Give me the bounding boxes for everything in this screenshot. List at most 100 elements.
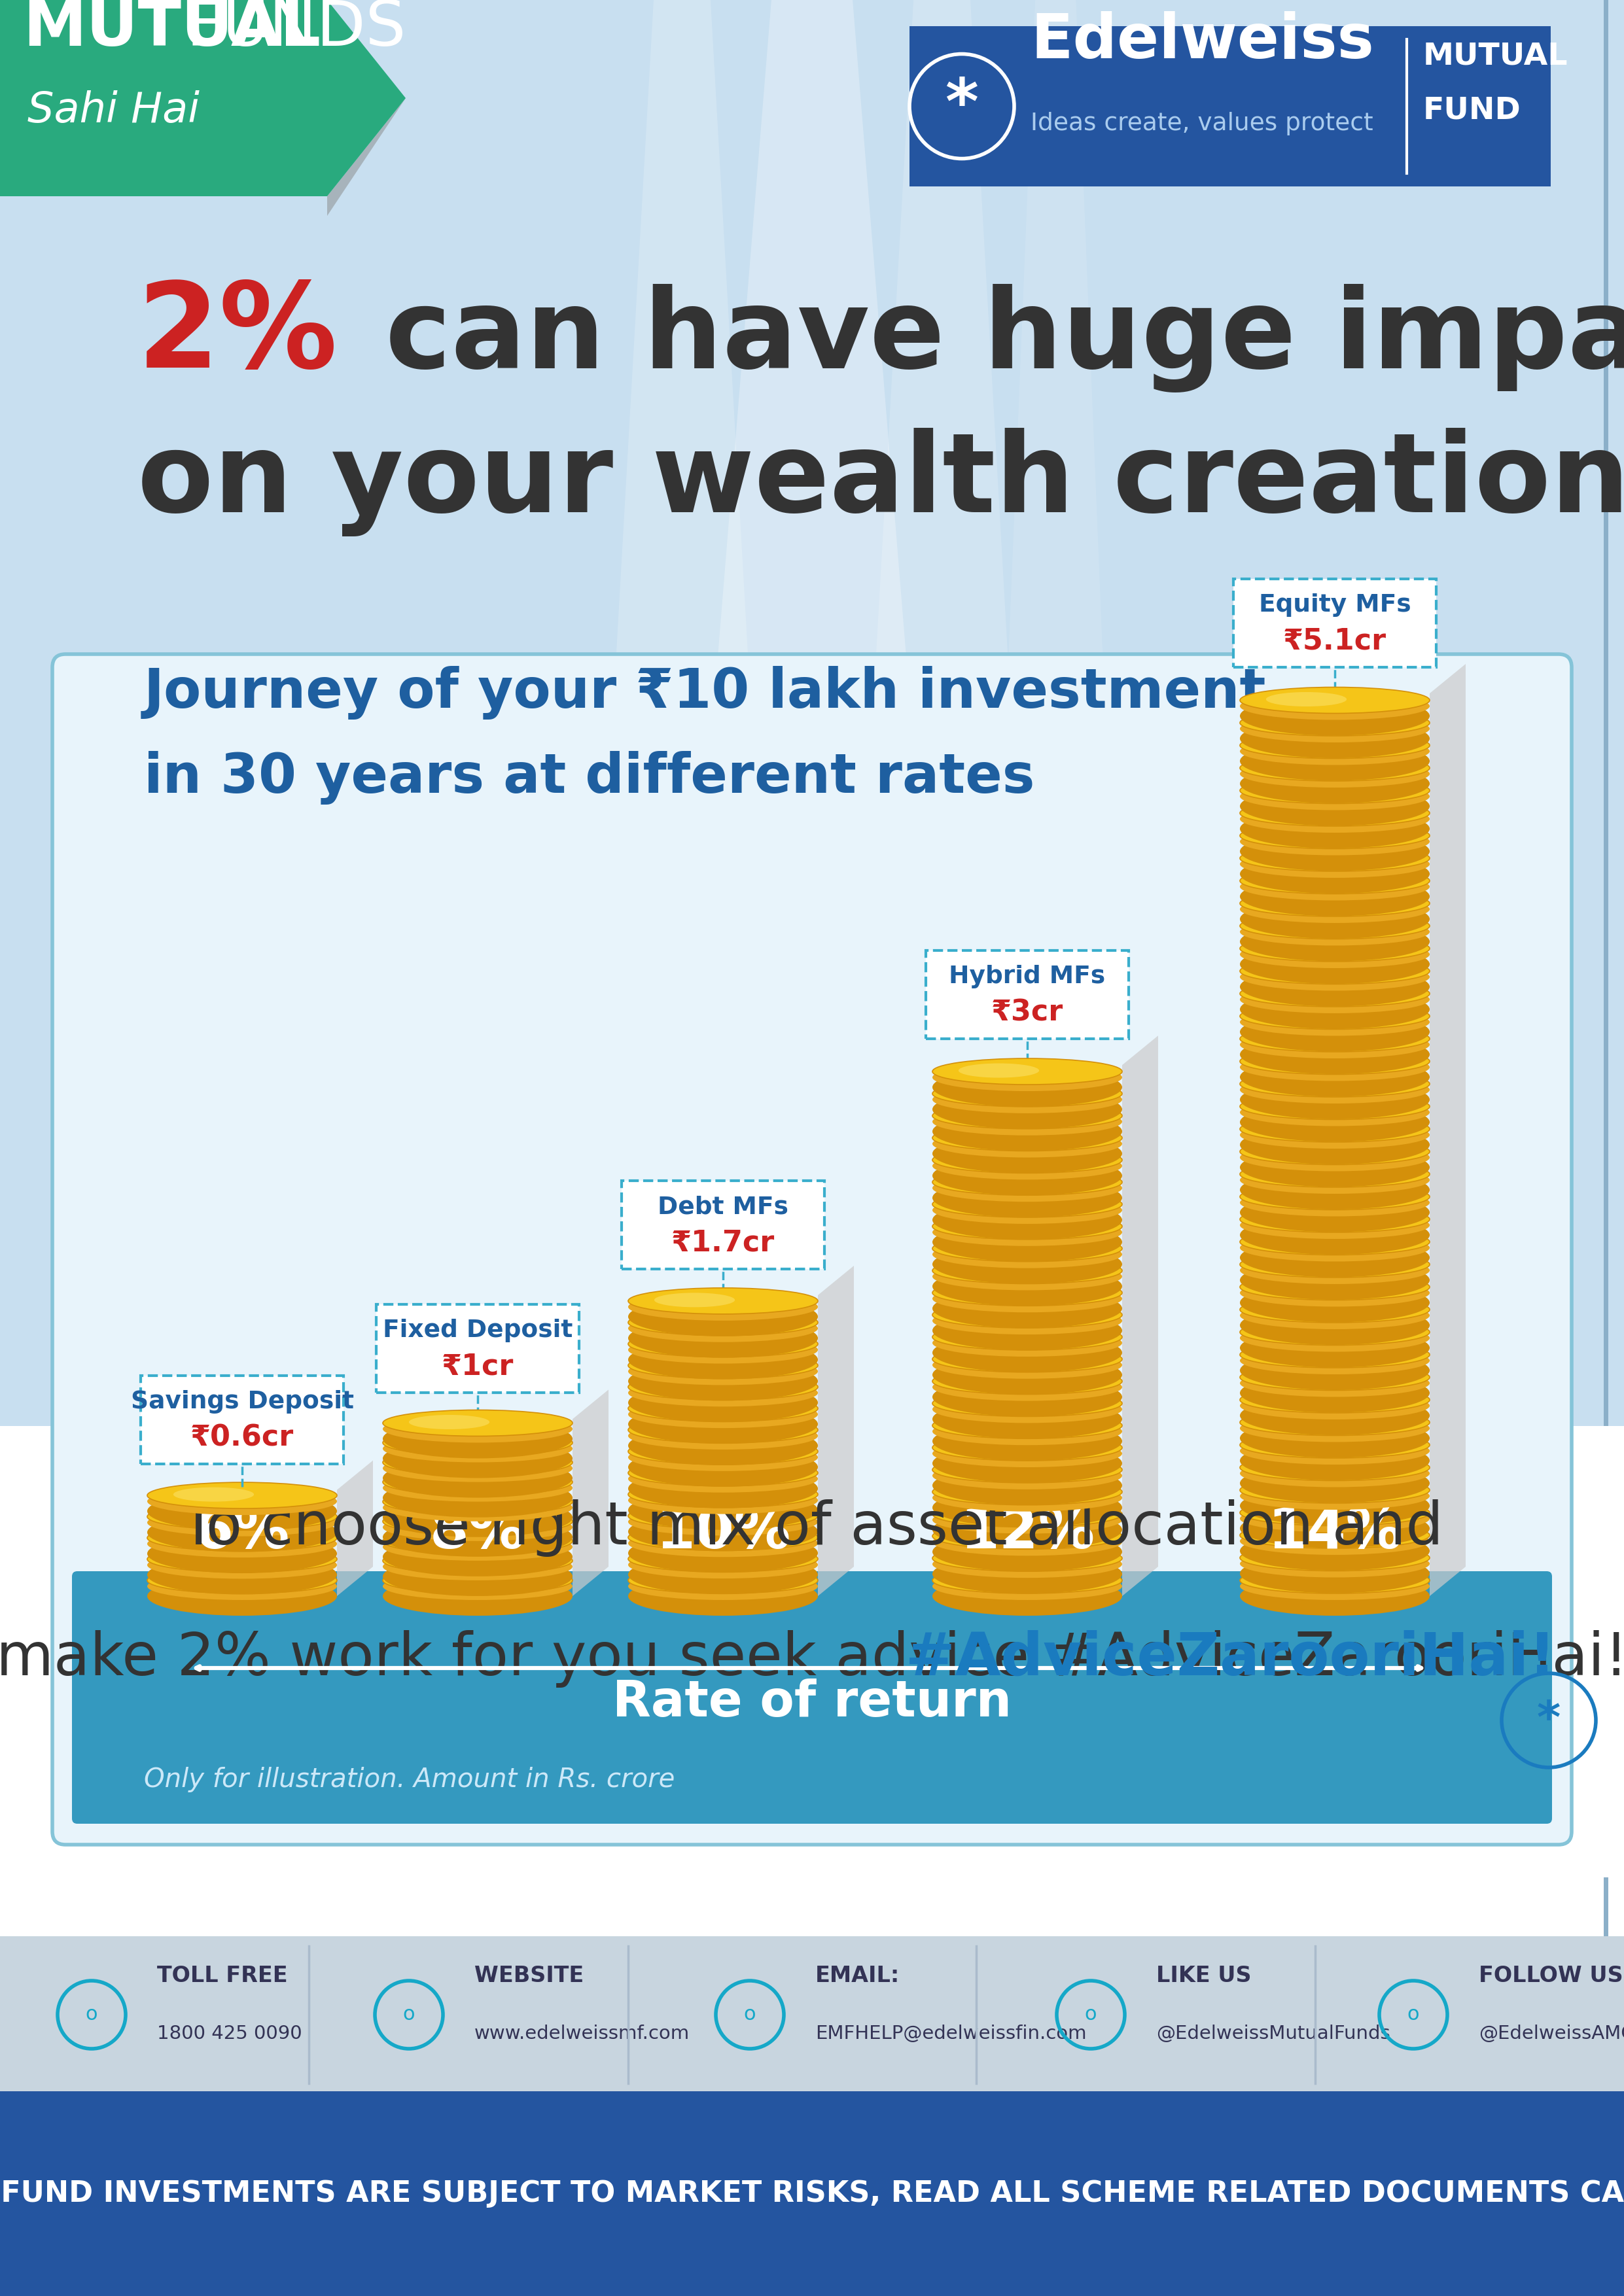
Ellipse shape [383, 1557, 573, 1596]
Ellipse shape [1239, 806, 1429, 833]
Ellipse shape [383, 1534, 573, 1561]
Ellipse shape [958, 1573, 1039, 1587]
Ellipse shape [1239, 914, 1429, 939]
Ellipse shape [628, 1529, 818, 1557]
FancyBboxPatch shape [141, 1375, 344, 1465]
Ellipse shape [383, 1488, 573, 1515]
Text: TOLL FREE: TOLL FREE [158, 1965, 287, 1986]
Ellipse shape [1267, 783, 1346, 797]
Ellipse shape [383, 1497, 573, 1536]
Ellipse shape [932, 1352, 1122, 1380]
Ellipse shape [1239, 900, 1429, 939]
Ellipse shape [628, 1421, 818, 1449]
Ellipse shape [1239, 709, 1429, 737]
Ellipse shape [932, 1219, 1122, 1247]
Ellipse shape [1239, 1414, 1429, 1442]
Ellipse shape [383, 1419, 573, 1458]
Ellipse shape [1239, 1205, 1429, 1233]
Ellipse shape [1239, 1531, 1429, 1570]
Ellipse shape [932, 1240, 1122, 1267]
Ellipse shape [932, 1529, 1122, 1557]
Text: www.edelweissmf.com: www.edelweissmf.com [474, 2025, 690, 2043]
Ellipse shape [383, 1435, 573, 1463]
Ellipse shape [1267, 1325, 1346, 1339]
Ellipse shape [628, 1332, 818, 1357]
Polygon shape [818, 1265, 854, 1596]
Text: Hybrid MFs: Hybrid MFs [948, 964, 1106, 990]
Ellipse shape [1239, 1125, 1429, 1164]
Ellipse shape [1239, 1391, 1429, 1419]
Ellipse shape [383, 1508, 573, 1534]
Ellipse shape [1267, 1279, 1346, 1293]
Ellipse shape [1239, 1079, 1429, 1118]
Ellipse shape [1239, 850, 1429, 877]
Ellipse shape [932, 1325, 1122, 1350]
Ellipse shape [148, 1492, 336, 1531]
Ellipse shape [932, 1568, 1122, 1593]
Ellipse shape [628, 1446, 818, 1488]
Ellipse shape [932, 1063, 1122, 1091]
Ellipse shape [1239, 1508, 1429, 1548]
Text: Fixed Deposit: Fixed Deposit [383, 1318, 573, 1343]
Ellipse shape [1267, 1573, 1346, 1587]
Ellipse shape [932, 1488, 1122, 1527]
Ellipse shape [383, 1573, 573, 1600]
Ellipse shape [383, 1518, 573, 1557]
Ellipse shape [932, 1506, 1122, 1534]
Ellipse shape [1239, 980, 1429, 1006]
Text: Rate of return: Rate of return [612, 1678, 1012, 1727]
Text: Equity MFs: Equity MFs [1259, 592, 1411, 618]
Ellipse shape [654, 1421, 736, 1435]
Ellipse shape [932, 1279, 1122, 1306]
Polygon shape [573, 1389, 609, 1596]
Ellipse shape [1239, 845, 1429, 870]
Ellipse shape [932, 1086, 1122, 1114]
Ellipse shape [1239, 1550, 1429, 1577]
Ellipse shape [932, 1058, 1122, 1084]
Text: 8%: 8% [430, 1506, 526, 1559]
Ellipse shape [409, 1414, 489, 1430]
Ellipse shape [932, 1417, 1122, 1444]
Ellipse shape [958, 1153, 1039, 1166]
Ellipse shape [148, 1573, 336, 1600]
Ellipse shape [409, 1453, 489, 1469]
Ellipse shape [628, 1469, 818, 1508]
Ellipse shape [1239, 799, 1429, 827]
FancyBboxPatch shape [0, 2092, 1624, 2296]
Ellipse shape [409, 1492, 489, 1508]
Ellipse shape [1239, 868, 1429, 893]
Ellipse shape [932, 1401, 1122, 1440]
Ellipse shape [1239, 1162, 1429, 1187]
Ellipse shape [1267, 714, 1346, 730]
Ellipse shape [1239, 1419, 1429, 1458]
Ellipse shape [1239, 1077, 1429, 1104]
Ellipse shape [1239, 1306, 1429, 1345]
Ellipse shape [628, 1486, 818, 1513]
FancyBboxPatch shape [909, 25, 1551, 186]
Ellipse shape [958, 1240, 1039, 1254]
Ellipse shape [932, 1263, 1122, 1290]
Text: in 30 years at different rates: in 30 years at different rates [145, 751, 1034, 804]
Ellipse shape [932, 1511, 1122, 1550]
Ellipse shape [628, 1336, 818, 1364]
Text: o: o [403, 2004, 416, 2025]
Ellipse shape [654, 1465, 736, 1479]
Ellipse shape [628, 1426, 818, 1465]
Ellipse shape [958, 1527, 1039, 1543]
Ellipse shape [1239, 1527, 1429, 1554]
Ellipse shape [654, 1380, 736, 1394]
Ellipse shape [932, 1178, 1122, 1217]
Ellipse shape [932, 1554, 1122, 1593]
Ellipse shape [383, 1410, 573, 1435]
Ellipse shape [1267, 737, 1346, 751]
Ellipse shape [654, 1486, 736, 1502]
Ellipse shape [1239, 1545, 1429, 1570]
Text: ₹3cr: ₹3cr [991, 999, 1064, 1026]
Ellipse shape [1267, 850, 1346, 863]
Ellipse shape [148, 1508, 336, 1536]
Ellipse shape [1267, 691, 1346, 707]
Ellipse shape [932, 1173, 1122, 1201]
Ellipse shape [1239, 822, 1429, 850]
Text: 6%: 6% [195, 1506, 291, 1559]
Polygon shape [0, 0, 406, 195]
